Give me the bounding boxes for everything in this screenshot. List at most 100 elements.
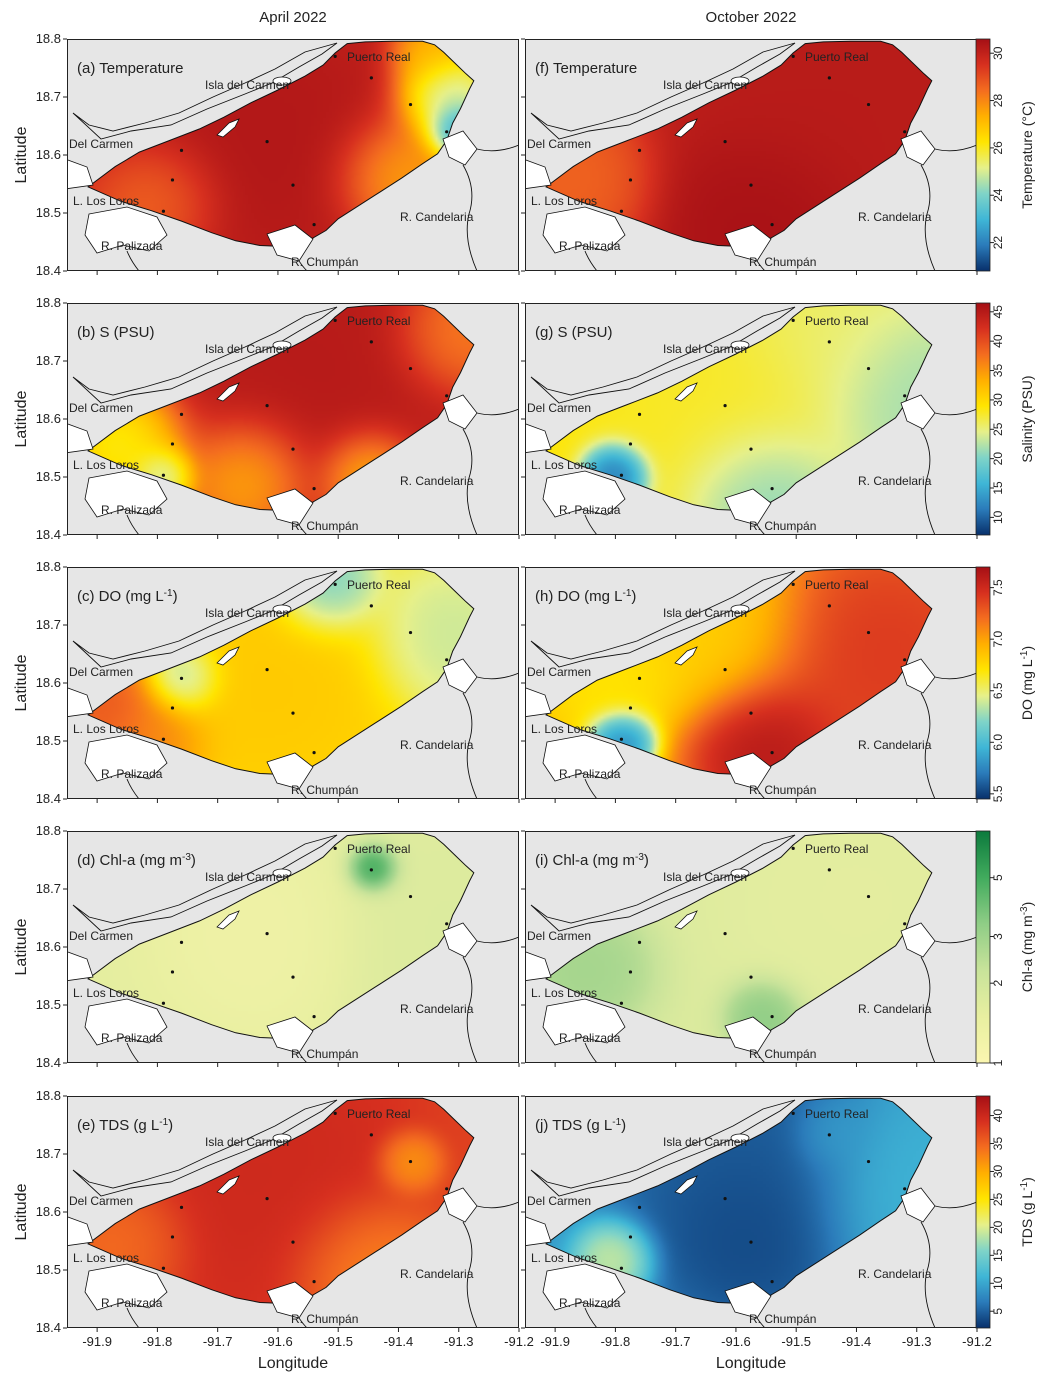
river-mouth-shape [724, 1281, 772, 1319]
place-label: R. Chumpán [749, 1312, 816, 1326]
colorbar-tick-label: 40 [991, 1109, 1005, 1123]
colorbar-tick-label: 3 [991, 933, 1005, 940]
sampling-station [628, 442, 633, 446]
place-label: Del Carmen [527, 401, 591, 415]
colorbar [975, 38, 991, 272]
river-mouth-shape [525, 423, 552, 454]
river-line [920, 1221, 936, 1328]
sampling-station [291, 975, 295, 979]
sampling-station [770, 1015, 774, 1019]
lat-tick-label: 18.6 [36, 1204, 61, 1219]
place-label: R. Chumpán [749, 1047, 816, 1061]
place-label: R. Chumpán [291, 519, 358, 533]
sampling-station [408, 1159, 413, 1164]
colorbar-tick-label: 26 [991, 141, 1005, 155]
lon-tick-label: -91.5 [781, 1334, 811, 1349]
colorbar-tick-label: 28 [991, 94, 1005, 108]
river-mouth-shape [442, 922, 478, 958]
map-panel: Puerto Real Isla del Carmen Del Carmen L. L… [63, 38, 520, 275]
lon-tick-label: -91.2 [504, 1334, 534, 1349]
lat-tick-label: 18.5 [36, 1262, 61, 1277]
sampling-station [903, 658, 907, 662]
place-label: Isla del Carmen [663, 870, 747, 884]
lat-tick-label: 18.5 [36, 733, 61, 748]
sampling-station [369, 340, 373, 344]
place-label: R. Candelaria [858, 1002, 932, 1016]
colorbar-tick-label: 24 [991, 188, 1005, 202]
river-line [476, 672, 519, 680]
small-island-shape [216, 910, 240, 930]
river-line [126, 514, 140, 535]
river-line [934, 1201, 977, 1209]
place-label: Del Carmen [69, 1194, 133, 1208]
sampling-station [866, 1159, 871, 1164]
place-label: R. Chumpán [291, 1047, 358, 1061]
river-mouth-shape [442, 130, 478, 166]
colorbar-label: Salinity (PSU) [1019, 375, 1035, 462]
sampling-station [445, 130, 449, 134]
y-axis-title: Latitude [13, 918, 30, 975]
sampling-station [291, 183, 295, 187]
lat-tick-label: 18.5 [36, 997, 61, 1012]
place-label: R. Palizada [101, 1031, 163, 1045]
place-label: R. Candelaria [858, 738, 932, 752]
river-mouth-shape [266, 1016, 314, 1054]
sampling-station [265, 140, 269, 144]
river-line [476, 144, 519, 152]
lat-tick-label: 18.7 [36, 353, 61, 368]
panel-title: (f) Temperature [535, 60, 637, 77]
place-label: Puerto Real [347, 50, 410, 64]
sampling-station [770, 487, 774, 491]
sampling-station [179, 412, 184, 416]
sampling-station [866, 630, 871, 635]
river-line [126, 1307, 140, 1328]
place-label: Isla del Carmen [205, 1135, 289, 1149]
river-mouth-shape [442, 1187, 478, 1223]
sampling-station [637, 1205, 642, 1209]
small-island-shape [730, 340, 750, 350]
panel-title: (g) S (PSU) [535, 324, 613, 341]
panel-title: (b) S (PSU) [77, 324, 155, 341]
sampling-station [827, 340, 831, 344]
river-mouth-shape [266, 752, 314, 790]
place-label: R. Chumpán [291, 1312, 358, 1326]
sampling-station [723, 1197, 727, 1201]
sampling-station [312, 487, 316, 491]
panel-frame [67, 831, 519, 1063]
river-mouth-shape [542, 206, 626, 254]
sampling-station [161, 209, 166, 213]
river-mouth-shape [724, 752, 772, 790]
place-label: L. Los Loros [73, 722, 139, 736]
colorbar-tick-label: 30 [991, 1164, 1005, 1178]
small-island-shape [730, 76, 750, 86]
panel-frame [67, 567, 519, 799]
small-island-shape [272, 340, 292, 350]
small-island-shape [272, 76, 292, 86]
river-line [584, 1042, 598, 1063]
sampling-station [749, 183, 753, 187]
map-panel: Puerto Real Isla del Carmen Del Carmen L. L… [521, 1095, 978, 1332]
colorbar-tick-label: 40 [991, 334, 1005, 348]
sampling-station [903, 1187, 907, 1191]
lat-tick-label: 18.7 [36, 881, 61, 896]
sampling-station [408, 630, 413, 635]
place-label: Isla del Carmen [663, 1135, 747, 1149]
river-mouth-shape [900, 394, 936, 430]
place-label: Del Carmen [69, 929, 133, 943]
sampling-station [369, 868, 373, 872]
lat-tick-label: 18.4 [36, 1320, 61, 1335]
place-label: L. Los Loros [73, 986, 139, 1000]
place-label: R. Palizada [559, 1296, 621, 1310]
sampling-station [749, 711, 753, 715]
river-mouth-shape [542, 734, 626, 782]
sampling-station [791, 582, 795, 586]
river-line [462, 956, 478, 1063]
colorbar-tick-label: 25 [991, 1192, 1005, 1206]
small-island-shape [272, 604, 292, 614]
y-axis-title: Latitude [13, 654, 30, 711]
map-panel: Puerto Real Isla del Carmen Del Carmen L. L… [63, 1095, 520, 1332]
river-line [462, 428, 478, 535]
river-mouth-shape [900, 130, 936, 166]
sampling-station [903, 394, 907, 398]
